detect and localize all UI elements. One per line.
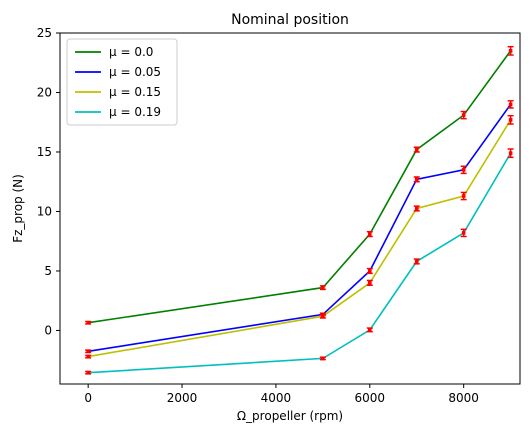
error-bar [413, 205, 420, 212]
series-line-3 [88, 152, 512, 374]
data-point [414, 177, 419, 182]
data-point [508, 118, 513, 122]
y-tick-label: 15 [37, 145, 52, 159]
data-point [508, 49, 513, 53]
data-point [414, 259, 419, 264]
x-tick-label: 8000 [448, 391, 479, 405]
error-bar [319, 285, 326, 291]
data-point [367, 269, 372, 273]
data-point [367, 328, 372, 332]
data-point [367, 281, 372, 285]
error-bar [413, 176, 420, 183]
data-point [321, 314, 325, 318]
data-point [86, 354, 90, 359]
data-point [461, 194, 466, 198]
error-bar [85, 320, 92, 325]
y-tick-label: 25 [37, 26, 52, 40]
chart-title: Nominal position [231, 12, 349, 28]
x-axis: 0 2000 4000 6000 8000 [84, 384, 479, 405]
plot-area [85, 45, 514, 375]
data-point [508, 151, 513, 155]
x-tick-label: 0 [84, 391, 92, 405]
x-tick-label: 6000 [355, 391, 386, 405]
axes-frame [59, 32, 521, 385]
data-point [86, 320, 90, 325]
data-point [461, 168, 466, 172]
error-bar [460, 228, 467, 238]
data-point [414, 147, 419, 152]
data-point [414, 206, 419, 211]
data-point [86, 370, 90, 375]
error-bar [366, 327, 373, 333]
y-tick-label: 5 [44, 264, 52, 278]
x-tick-label: 4000 [261, 391, 292, 405]
legend-label: μ = 0.05 [109, 65, 161, 79]
x-axis-label: Ω_propeller (rpm) [237, 409, 343, 423]
legend-box [66, 38, 178, 126]
data-point [86, 349, 90, 354]
y-axis: 0 5 10 15 20 25 [37, 26, 60, 337]
error-bar [460, 165, 467, 175]
series-line-1 [88, 103, 512, 353]
error-bar [413, 146, 420, 153]
error-bar [366, 267, 373, 275]
error-bar [85, 349, 92, 354]
error-bar [413, 258, 420, 265]
error-bar [319, 356, 326, 361]
error-bar [507, 148, 514, 159]
data-point [508, 102, 513, 107]
legend-label: μ = 0.19 [109, 105, 161, 119]
y-tick-label: 0 [44, 323, 52, 337]
error-bar [319, 313, 326, 319]
error-bar [507, 114, 514, 125]
y-tick-label: 20 [37, 85, 52, 99]
error-bar [460, 191, 467, 201]
series-line-0 [88, 50, 512, 324]
series-line-2 [88, 119, 512, 358]
error-bar [507, 45, 514, 56]
error-bar [460, 110, 467, 120]
error-bar [366, 230, 373, 238]
error-bar [366, 279, 373, 286]
data-point [321, 356, 325, 361]
error-bar [507, 100, 514, 109]
data-point [367, 232, 372, 236]
legend: μ = 0.0 μ = 0.05 μ = 0.15 μ = 0.19 [66, 38, 178, 126]
data-point [461, 113, 466, 117]
data-point [461, 231, 466, 235]
y-tick-label: 10 [37, 204, 52, 218]
y-axis-label: Fz_prop (N) [11, 174, 25, 243]
error-bar [85, 354, 92, 359]
x-tick-label: 2000 [167, 391, 198, 405]
data-point [321, 285, 325, 290]
error-bar [85, 370, 92, 375]
legend-label: μ = 0.15 [109, 85, 161, 99]
legend-label: μ = 0.0 [109, 45, 153, 59]
